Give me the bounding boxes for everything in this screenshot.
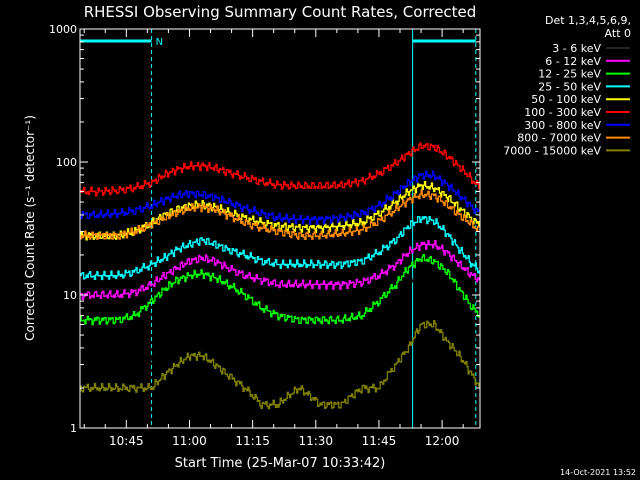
legend-label: 3 - 6 keV — [552, 42, 601, 55]
y-tick-label: 1000 — [49, 23, 77, 36]
series-line-300-800-kev — [80, 170, 480, 225]
y-tick-label: 1 — [70, 422, 77, 435]
legend-label: 100 - 300 keV — [524, 106, 601, 119]
series-line-3-6-kev — [80, 262, 480, 429]
legend-label: 300 - 800 keV — [524, 119, 601, 132]
y-axis-label: Corrected Count Rate (s⁻¹ detector⁻¹) — [23, 115, 37, 341]
series-line-7000-15000-kev — [80, 320, 480, 410]
legend-label: 25 - 50 keV — [538, 80, 601, 93]
x-axis-label: Start Time (25-Mar-07 10:33:42) — [175, 456, 386, 471]
legend-header-line-1: Det 1,3,4,5,6,9, — [545, 14, 631, 27]
x-tick-label: 11:45 — [362, 434, 397, 448]
legend-label: 50 - 100 keV — [531, 93, 601, 106]
x-tick-label: 11:30 — [298, 434, 333, 448]
y-tick-label: 100 — [56, 156, 77, 169]
y-tick-label: 10 — [63, 289, 77, 302]
x-tick-label: 11:15 — [235, 434, 270, 448]
series-line-50-100-kev — [80, 181, 480, 241]
x-tick-label: 11:00 — [172, 434, 207, 448]
legend-label: 12 - 25 keV — [538, 68, 601, 81]
series-line-25-50-kev — [80, 215, 480, 281]
legend-header-line-2: Att 0 — [605, 27, 631, 40]
x-tick-label: 10:45 — [109, 434, 144, 448]
x-tick-label: 12:00 — [425, 434, 460, 448]
night-flag-label: N — [156, 37, 163, 48]
generated-timestamp: 14-Oct-2021 13:52 — [560, 468, 636, 477]
legend-label: 6 - 12 keV — [545, 55, 601, 68]
legend-label: 800 - 7000 keV — [517, 132, 601, 145]
chart-title: RHESSI Observing Summary Count Rates, Co… — [84, 3, 477, 21]
series-line-100-300-kev — [80, 142, 480, 197]
series-line-800-7000-kev — [80, 189, 480, 240]
plot-frame — [79, 28, 481, 429]
series-line-6-12-kev — [80, 240, 480, 301]
series-line-12-25-kev — [80, 254, 480, 326]
legend-label: 7000 - 15000 keV — [503, 144, 601, 157]
